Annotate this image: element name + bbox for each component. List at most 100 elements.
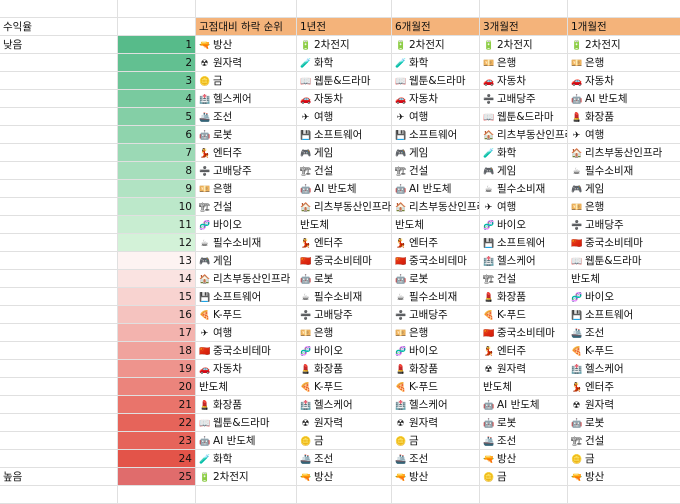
header-1y[interactable]: 1년전: [297, 18, 392, 36]
sector-cell[interactable]: 🏥 헬스케어: [297, 396, 392, 414]
rank-cell[interactable]: 19: [118, 360, 196, 378]
sector-cell[interactable]: 💃 엔터주: [196, 144, 297, 162]
rank-cell[interactable]: 20: [118, 378, 196, 396]
sector-cell[interactable]: 💄 화장품: [568, 108, 680, 126]
sector-cell[interactable]: ✈ 여행: [297, 108, 392, 126]
cell[interactable]: [0, 486, 118, 504]
header-1m[interactable]: 1개월전: [568, 18, 680, 36]
sector-cell[interactable]: 🔋 2차전지: [392, 36, 480, 54]
rank-cell[interactable]: 8: [118, 162, 196, 180]
sector-cell[interactable]: 🍕 K-푸드: [196, 306, 297, 324]
sector-cell[interactable]: 🎮 게임: [196, 252, 297, 270]
return-label-cell[interactable]: [0, 72, 118, 90]
cell[interactable]: [480, 0, 568, 18]
sector-cell[interactable]: 🤖 AI 반도체: [196, 432, 297, 450]
sector-cell[interactable]: ☕ 필수소비재: [297, 288, 392, 306]
sector-cell[interactable]: 🏠 리츠부동산인프라: [568, 144, 680, 162]
sector-cell[interactable]: 💴 은행: [297, 324, 392, 342]
sector-cell[interactable]: 💾 소프트웨어: [196, 288, 297, 306]
sector-cell[interactable]: 💴 은행: [568, 198, 680, 216]
sector-cell[interactable]: 🪙 금: [480, 468, 568, 486]
sector-cell[interactable]: ➗ 고배당주: [480, 90, 568, 108]
return-label-cell[interactable]: [0, 54, 118, 72]
return-label-cell[interactable]: [0, 108, 118, 126]
sector-cell[interactable]: 🏗 건설: [196, 198, 297, 216]
sector-cell[interactable]: 🤖 로봇: [568, 414, 680, 432]
rank-cell[interactable]: 17: [118, 324, 196, 342]
sector-cell[interactable]: ☢ 원자력: [196, 54, 297, 72]
sector-cell[interactable]: 🤖 AI 반도체: [392, 180, 480, 198]
rank-cell[interactable]: 13: [118, 252, 196, 270]
cell[interactable]: [297, 0, 392, 18]
sector-cell[interactable]: 🏠 리츠부동산인프라: [196, 270, 297, 288]
rank-cell[interactable]: 3: [118, 72, 196, 90]
sector-cell[interactable]: 💃 엔터주: [297, 234, 392, 252]
cell[interactable]: [118, 0, 196, 18]
rank-cell[interactable]: 14: [118, 270, 196, 288]
return-label-cell[interactable]: [0, 288, 118, 306]
sector-cell[interactable]: 🤖 로봇: [392, 270, 480, 288]
return-label-cell[interactable]: [0, 252, 118, 270]
sector-cell[interactable]: 🏥 헬스케어: [392, 396, 480, 414]
cell[interactable]: [568, 486, 680, 504]
sector-cell[interactable]: 📖 웹툰&드라마: [568, 252, 680, 270]
sector-cell[interactable]: 🔫 방산: [568, 468, 680, 486]
sector-cell[interactable]: 🧬 바이오: [196, 216, 297, 234]
return-label-cell[interactable]: [0, 270, 118, 288]
sector-cell[interactable]: 💃 엔터주: [568, 378, 680, 396]
sector-cell[interactable]: 🏥 헬스케어: [196, 90, 297, 108]
sector-cell[interactable]: 🏗 건설: [392, 162, 480, 180]
sector-cell[interactable]: ☕ 필수소비재: [196, 234, 297, 252]
cell[interactable]: [118, 18, 196, 36]
return-label-cell[interactable]: [0, 414, 118, 432]
sector-cell[interactable]: 🤖 AI 반도체: [480, 396, 568, 414]
sector-cell[interactable]: 🔫 방산: [196, 36, 297, 54]
sector-cell[interactable]: 🔫 방산: [392, 468, 480, 486]
rank-cell[interactable]: 24: [118, 450, 196, 468]
sector-cell[interactable]: 🧬 바이오: [392, 342, 480, 360]
sector-cell[interactable]: 🔋 2차전지: [196, 468, 297, 486]
sector-cell[interactable]: 📖 웹툰&드라마: [196, 414, 297, 432]
sector-cell[interactable]: ☕ 필수소비재: [568, 162, 680, 180]
return-label-cell[interactable]: [0, 126, 118, 144]
sector-cell[interactable]: 💴 은행: [568, 54, 680, 72]
cell[interactable]: [568, 0, 680, 18]
sector-cell[interactable]: 🚢 조선: [297, 450, 392, 468]
sector-cell[interactable]: 🪙 금: [297, 432, 392, 450]
sector-cell[interactable]: 🍕 K-푸드: [568, 342, 680, 360]
sector-cell[interactable]: 🍕 K-푸드: [480, 306, 568, 324]
sector-cell[interactable]: 🇨🇳 중국소비테마: [480, 324, 568, 342]
header-rank[interactable]: 고점대비 하락 순위: [196, 18, 297, 36]
sector-cell[interactable]: 💄 화장품: [480, 288, 568, 306]
cell[interactable]: [196, 0, 297, 18]
sector-cell[interactable]: 🤖 로봇: [480, 414, 568, 432]
sector-cell[interactable]: 🚗 자동차: [568, 72, 680, 90]
sector-cell[interactable]: 🚢 조선: [196, 108, 297, 126]
sector-cell[interactable]: 💴 은행: [392, 324, 480, 342]
sector-cell[interactable]: 🧬 바이오: [568, 288, 680, 306]
rank-cell[interactable]: 7: [118, 144, 196, 162]
sector-cell[interactable]: 🚗 자동차: [297, 90, 392, 108]
sector-cell[interactable]: 🔋 2차전지: [568, 36, 680, 54]
sector-cell[interactable]: ✈ 여행: [480, 198, 568, 216]
sector-cell[interactable]: 🔋 2차전지: [297, 36, 392, 54]
sector-cell[interactable]: ➗ 고배당주: [196, 162, 297, 180]
return-label-cell[interactable]: [0, 234, 118, 252]
sector-cell[interactable]: 💾 소프트웨어: [568, 306, 680, 324]
sector-cell[interactable]: 🏠 리츠부동산인프라: [392, 198, 480, 216]
sector-cell[interactable]: 🪙 금: [196, 72, 297, 90]
return-label-cell[interactable]: [0, 432, 118, 450]
sector-cell[interactable]: 🔋 2차전지: [480, 36, 568, 54]
sector-cell[interactable]: 💴 은행: [480, 54, 568, 72]
label-return[interactable]: 수익율: [0, 18, 118, 36]
sector-cell[interactable]: 🔫 방산: [480, 450, 568, 468]
rank-cell[interactable]: 2: [118, 54, 196, 72]
sector-cell[interactable]: 📖 웹툰&드라마: [297, 72, 392, 90]
sector-cell[interactable]: 🧪 화학: [392, 54, 480, 72]
sector-cell[interactable]: ☢ 원자력: [480, 360, 568, 378]
sector-cell[interactable]: 반도체: [480, 378, 568, 396]
rank-cell[interactable]: 10: [118, 198, 196, 216]
sector-cell[interactable]: 반도체: [196, 378, 297, 396]
cell[interactable]: [392, 0, 480, 18]
sector-cell[interactable]: ☕ 필수소비재: [392, 288, 480, 306]
